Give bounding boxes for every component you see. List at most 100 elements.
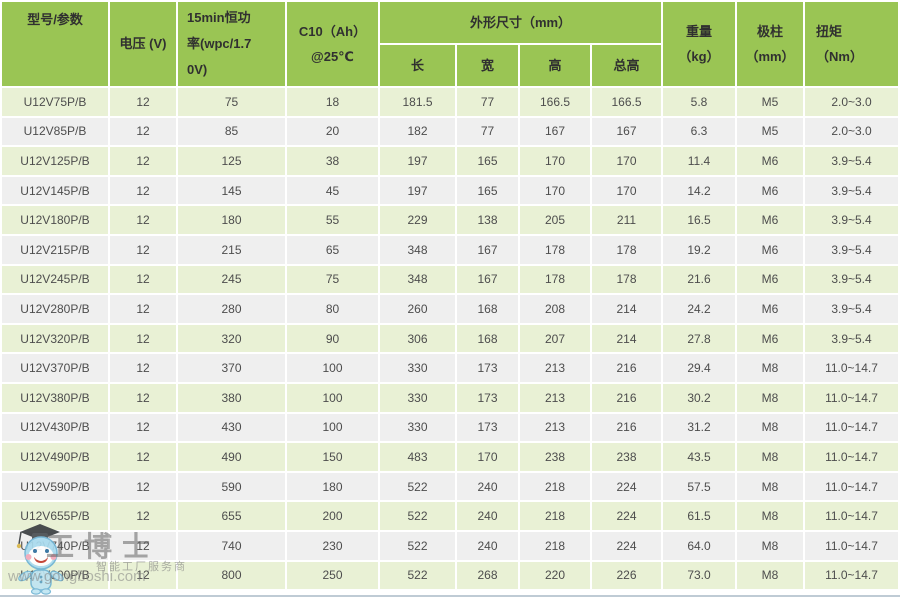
cell-value: 348 bbox=[380, 235, 455, 264]
cell-value: 167 bbox=[457, 265, 518, 294]
weight-line-1: 重量 bbox=[685, 24, 712, 39]
cell-value: M8 bbox=[737, 413, 803, 442]
table-row: U12V430P/B 12 430 100 330 173 213 216 31.2 M8 11.0… bbox=[2, 413, 898, 442]
table-row: U12V380P/B 12 380 100 330 173 213 216 30.2 M8 11.0… bbox=[2, 383, 898, 412]
cell-value: 75 bbox=[287, 265, 378, 294]
torque-line-2: （Nm） bbox=[816, 49, 863, 64]
cell-value: 12 bbox=[110, 531, 176, 560]
cell-value: 224 bbox=[592, 472, 661, 501]
cell-value: 75 bbox=[178, 88, 285, 116]
cell-value: M8 bbox=[737, 502, 803, 530]
cell-value: 306 bbox=[380, 324, 455, 353]
cell-model: U12V85P/B bbox=[2, 117, 108, 146]
cell-value: 655 bbox=[178, 502, 285, 530]
cell-value: 214 bbox=[592, 324, 661, 353]
cell-value: 12 bbox=[110, 265, 176, 294]
cell-value: 85 bbox=[178, 117, 285, 146]
table-row: U12V125P/B 12 125 38 197 165 170 170 11.4 M6 3.9~5… bbox=[2, 147, 898, 175]
cell-value: 590 bbox=[178, 472, 285, 501]
cell-value: 18 bbox=[287, 88, 378, 116]
cell-value: 12 bbox=[110, 176, 176, 205]
cell-value: 238 bbox=[592, 443, 661, 471]
cell-value: 213 bbox=[520, 354, 590, 382]
table-row: U12V320P/B 12 320 90 306 168 207 214 27.8 M6 3.9~5… bbox=[2, 324, 898, 353]
col-header-c10: C10（Ah） @25℃ bbox=[287, 2, 378, 86]
cell-value: 220 bbox=[520, 561, 590, 590]
power-line-1: 15min恒功 bbox=[187, 10, 251, 25]
cell-model: U12V740P/B bbox=[2, 531, 108, 560]
cell-value: 3.9~5.4 bbox=[805, 324, 898, 353]
table-row: U12V145P/B 12 145 45 197 165 170 170 14.2 M6 3.9~5… bbox=[2, 176, 898, 205]
power-line-2: 率(wpc/1.7 bbox=[187, 36, 252, 51]
cell-value: 90 bbox=[287, 324, 378, 353]
cell-value: 11.0~14.7 bbox=[805, 502, 898, 530]
cell-value: M5 bbox=[737, 117, 803, 146]
cell-value: 3.9~5.4 bbox=[805, 265, 898, 294]
height-label: 高 bbox=[548, 57, 562, 73]
cell-model: U12V280P/B bbox=[2, 295, 108, 323]
cell-value: 21.6 bbox=[663, 265, 735, 294]
cell-value: 3.9~5.4 bbox=[805, 206, 898, 234]
cell-value: M5 bbox=[737, 88, 803, 116]
cell-value: M6 bbox=[737, 324, 803, 353]
cell-value: M8 bbox=[737, 443, 803, 471]
cell-value: 29.4 bbox=[663, 354, 735, 382]
cell-value: 11.0~14.7 bbox=[805, 443, 898, 471]
cell-value: 166.5 bbox=[520, 88, 590, 116]
cell-value: 12 bbox=[110, 324, 176, 353]
cell-value: 11.0~14.7 bbox=[805, 354, 898, 382]
table-row: U12V245P/B 12 245 75 348 167 178 178 21.6 M6 3.9~5… bbox=[2, 265, 898, 294]
cell-value: 38 bbox=[287, 147, 378, 175]
cell-value: 230 bbox=[287, 531, 378, 560]
col-header-weight: 重量 （kg） bbox=[663, 2, 735, 86]
col-header-torque: 扭矩 （Nm） bbox=[805, 2, 898, 86]
cell-value: 12 bbox=[110, 502, 176, 530]
cell-value: 64.0 bbox=[663, 531, 735, 560]
cell-value: 522 bbox=[380, 472, 455, 501]
cell-value: 12 bbox=[110, 354, 176, 382]
cell-value: 268 bbox=[457, 561, 518, 590]
cell-value: 45 bbox=[287, 176, 378, 205]
cell-value: 240 bbox=[457, 531, 518, 560]
cell-value: 218 bbox=[520, 502, 590, 530]
cell-value: 260 bbox=[380, 295, 455, 323]
cell-value: 178 bbox=[592, 235, 661, 264]
cell-value: 522 bbox=[380, 531, 455, 560]
cell-value: 180 bbox=[178, 206, 285, 234]
cell-value: 214 bbox=[592, 295, 661, 323]
weight-line-2: （kg） bbox=[678, 49, 720, 64]
cell-value: 43.5 bbox=[663, 443, 735, 471]
cell-value: M6 bbox=[737, 176, 803, 205]
length-label: 长 bbox=[410, 57, 424, 73]
cell-value: 218 bbox=[520, 531, 590, 560]
cell-value: M8 bbox=[737, 354, 803, 382]
cell-value: 145 bbox=[178, 176, 285, 205]
table-header: 型号/参数 电压 (V) 15min恒功 率(wpc/1.7 0V) C10（A… bbox=[2, 2, 898, 86]
cell-value: M8 bbox=[737, 561, 803, 590]
terminal-line-2: （mm） bbox=[745, 49, 795, 64]
cell-value: 180 bbox=[287, 472, 378, 501]
cell-value: 77 bbox=[457, 88, 518, 116]
cell-value: 370 bbox=[178, 354, 285, 382]
cell-value: 165 bbox=[457, 176, 518, 205]
cell-value: 167 bbox=[520, 117, 590, 146]
cell-value: 12 bbox=[110, 206, 176, 234]
cell-value: 348 bbox=[380, 265, 455, 294]
dimensions-label: 外形尺寸（mm） bbox=[469, 14, 572, 30]
table-row: U12V215P/B 12 215 65 348 167 178 178 19.2 M6 3.9~5… bbox=[2, 235, 898, 264]
col-header-length: 长 bbox=[380, 45, 455, 86]
cell-value: 740 bbox=[178, 531, 285, 560]
cell-model: U12V320P/B bbox=[2, 324, 108, 353]
cell-value: 483 bbox=[380, 443, 455, 471]
cell-model: U12V655P/B bbox=[2, 502, 108, 530]
cell-value: 173 bbox=[457, 354, 518, 382]
cell-value: 19.2 bbox=[663, 235, 735, 264]
table-row: U12V800P/B 12 800 250 522 268 220 226 73.0 M8 11.0… bbox=[2, 561, 898, 590]
cell-model: U12V180P/B bbox=[2, 206, 108, 234]
col-header-total-height: 总高 bbox=[592, 45, 661, 86]
cell-value: 240 bbox=[457, 502, 518, 530]
cell-value: 224 bbox=[592, 531, 661, 560]
c10-line-2: @25℃ bbox=[311, 49, 354, 64]
torque-line-1: 扭矩 bbox=[816, 24, 843, 39]
cell-value: 205 bbox=[520, 206, 590, 234]
